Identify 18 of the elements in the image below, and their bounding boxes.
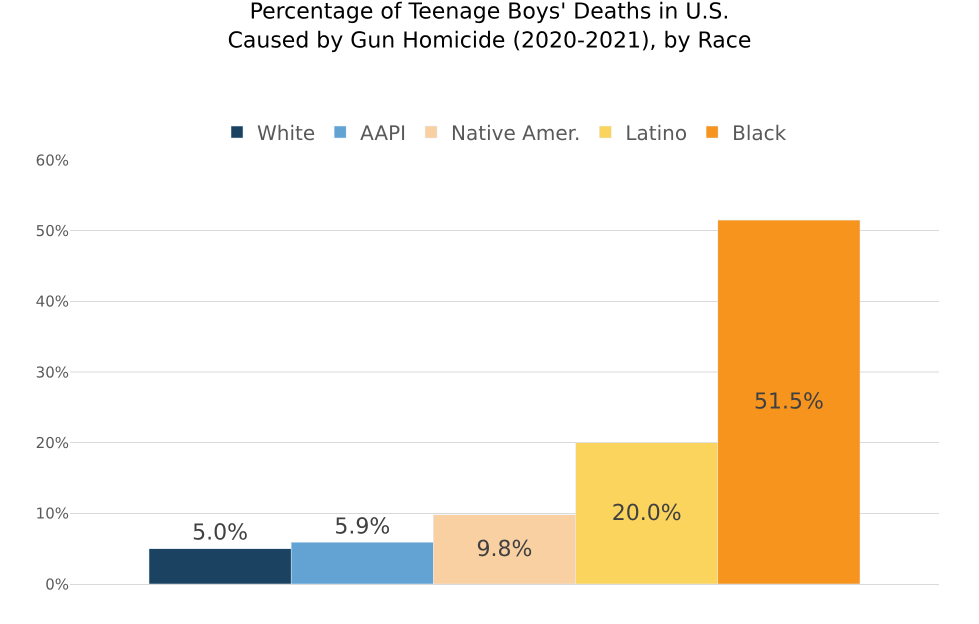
data-label: 5.0%: [192, 520, 248, 546]
y-tick-label: 50%: [36, 222, 69, 240]
legend-label: Native Amer.: [451, 120, 580, 145]
data-label: 20.0%: [612, 500, 682, 526]
y-tick-label: 30%: [36, 363, 69, 382]
legend-label: AAPI: [360, 120, 406, 145]
y-tick-label: 20%: [36, 434, 69, 452]
y-tick-label: 0%: [45, 575, 69, 594]
y-tick-label: 10%: [36, 504, 69, 523]
legend-label: Latino: [625, 120, 688, 145]
data-label: 51.5%: [754, 390, 824, 415]
data-label: 9.8%: [476, 536, 532, 562]
chart-title: Percentage of Teenage Boys' Deaths in U.S. Caused by Gun Homicide (2020-2021), by Race: [228, 0, 752, 54]
legend-label: White: [257, 120, 316, 145]
y-tick-label: 40%: [36, 292, 69, 311]
data-label: 5.9%: [334, 514, 390, 540]
legend-label: Black: [732, 120, 787, 145]
y-tick-label: 60%: [36, 151, 69, 170]
